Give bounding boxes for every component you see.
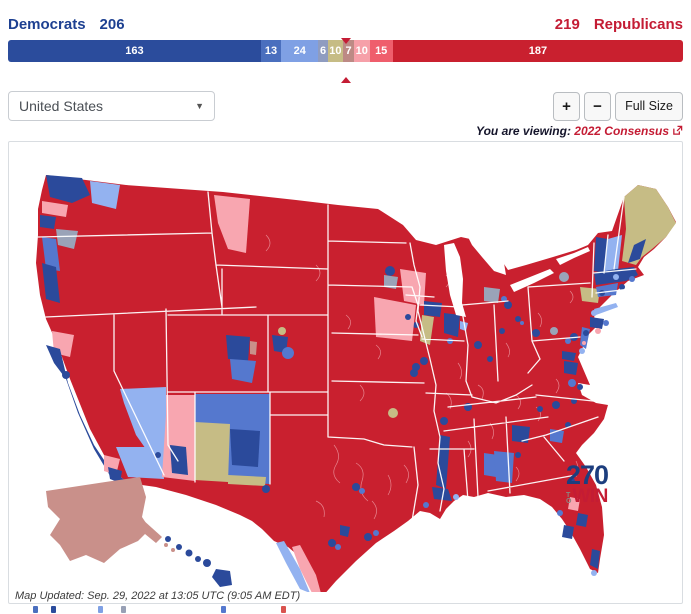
zoom-in-button[interactable]: + (553, 91, 581, 121)
legend-chip-2[interactable] (98, 606, 103, 613)
seat-bar-segment-tilt-rep: 7 (343, 40, 355, 62)
map-buttons: + − Full Size (553, 91, 683, 121)
district-boundaries (265, 234, 579, 520)
democrat-total: Democrats 206 (8, 16, 125, 33)
seat-bar-segment-tilt-dem: 6 (318, 40, 328, 62)
chevron-down-icon: ▼ (195, 101, 204, 111)
controls-row: United States ▼ + − Full Size (8, 91, 683, 121)
us-house-district-map[interactable] (12, 145, 691, 592)
legend-chip-1[interactable] (51, 606, 56, 613)
seat-bar-segment-safe-dem: 163 (8, 40, 261, 62)
logo-win-text: WIN (572, 486, 608, 507)
republicans-seat-count: 219 (554, 16, 580, 33)
lower48-base (36, 175, 676, 592)
region-select[interactable]: United States ▼ (8, 91, 215, 121)
lake-superior (396, 203, 478, 235)
party-totals-row: Democrats 206 219 Republicans (8, 13, 683, 33)
republican-total: 219 Republicans (555, 16, 683, 33)
region-select-value: United States (19, 98, 104, 114)
republicans-label: Republicans (593, 16, 683, 33)
seat-bar-segment-likely-rep: 15 (369, 40, 393, 62)
zoom-out-button[interactable]: − (584, 91, 612, 121)
seat-bar: 163 13 24 6 10 7 10 15 187 (8, 40, 683, 62)
hawaii (165, 536, 232, 587)
lake-michigan (444, 243, 466, 317)
seat-bar-segment-lean-rep: 10 (354, 40, 370, 62)
legend-chip-0[interactable] (33, 606, 38, 613)
seat-bar-segment-safe-rep: 187 (392, 40, 683, 62)
alaska (46, 477, 150, 563)
legend-chip-3[interactable] (121, 606, 126, 613)
legend-strip (8, 606, 683, 614)
legend-chip-4[interactable] (221, 606, 226, 613)
seat-bar-zone: 163 13 24 6 10 7 10 15 187 (8, 38, 683, 83)
consensus-map-link[interactable]: 2022 Consensus (574, 124, 669, 138)
majority-marker-bottom-icon (341, 77, 352, 83)
lake-huron (468, 237, 506, 275)
lake-ontario (556, 247, 590, 265)
democrats-seat-count: 206 (99, 16, 125, 33)
viewing-prefix: You are viewing: (476, 124, 575, 138)
map-updated-text: Map Updated: Sep. 29, 2022 at 13:05 UTC … (15, 590, 301, 602)
full-size-button[interactable]: Full Size (615, 91, 683, 121)
seat-bar-segment-likely-dem: 13 (260, 40, 282, 62)
seat-bar-segment-lean-dem: 24 (281, 40, 319, 62)
viewing-row: You are viewing: 2022 Consensus (8, 124, 683, 138)
external-link-icon[interactable] (672, 125, 683, 139)
democrats-label: Democrats (8, 16, 86, 33)
seat-bar-segment-tossup: 10 (327, 40, 344, 62)
lake-erie (510, 269, 554, 292)
majority-marker-top-icon (341, 38, 352, 44)
logo-270-text: 270 (566, 460, 609, 490)
legend-chip-5[interactable] (281, 606, 286, 613)
state-boundaries (37, 191, 637, 522)
